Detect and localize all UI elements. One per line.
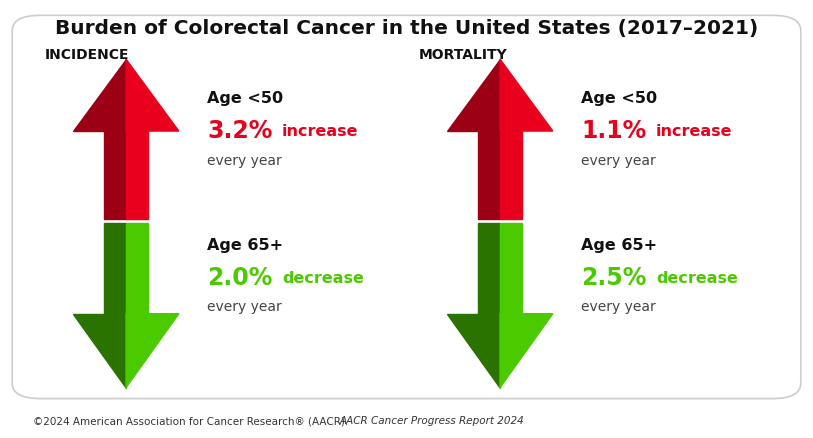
Text: ©2024 American Association for Cancer Research® (AACR).: ©2024 American Association for Cancer Re… (33, 417, 351, 426)
Polygon shape (447, 314, 500, 388)
Text: increase: increase (282, 124, 359, 139)
Text: increase: increase (656, 124, 733, 139)
FancyBboxPatch shape (12, 15, 801, 399)
Text: INCIDENCE: INCIDENCE (45, 48, 129, 62)
Polygon shape (73, 314, 126, 388)
Polygon shape (104, 131, 126, 219)
Polygon shape (126, 314, 179, 388)
Text: 2.0%: 2.0% (207, 266, 272, 290)
Text: every year: every year (207, 154, 282, 168)
Text: decrease: decrease (282, 271, 364, 286)
Polygon shape (500, 223, 522, 314)
Text: Age <50: Age <50 (581, 91, 658, 106)
Text: 3.2%: 3.2% (207, 120, 272, 143)
Text: AACR Cancer Progress Report 2024: AACR Cancer Progress Report 2024 (340, 417, 524, 426)
Polygon shape (73, 59, 126, 131)
Text: Age <50: Age <50 (207, 91, 284, 106)
Polygon shape (126, 131, 148, 219)
Polygon shape (447, 59, 500, 131)
Polygon shape (478, 223, 500, 314)
Polygon shape (126, 223, 148, 314)
Text: 1.1%: 1.1% (581, 120, 646, 143)
Polygon shape (500, 314, 553, 388)
Text: decrease: decrease (656, 271, 738, 286)
Polygon shape (126, 59, 179, 131)
Text: every year: every year (207, 300, 282, 314)
Text: 2.5%: 2.5% (581, 266, 646, 290)
Text: Burden of Colorectal Cancer in the United States (2017–2021): Burden of Colorectal Cancer in the Unite… (54, 19, 759, 38)
Text: Age 65+: Age 65+ (581, 238, 658, 253)
Text: every year: every year (581, 300, 656, 314)
Polygon shape (500, 59, 553, 131)
Polygon shape (500, 131, 522, 219)
Polygon shape (104, 223, 126, 314)
Text: Age 65+: Age 65+ (207, 238, 284, 253)
Text: .: . (464, 417, 467, 426)
Text: every year: every year (581, 154, 656, 168)
Polygon shape (478, 131, 500, 219)
Text: MORTALITY: MORTALITY (419, 48, 507, 62)
